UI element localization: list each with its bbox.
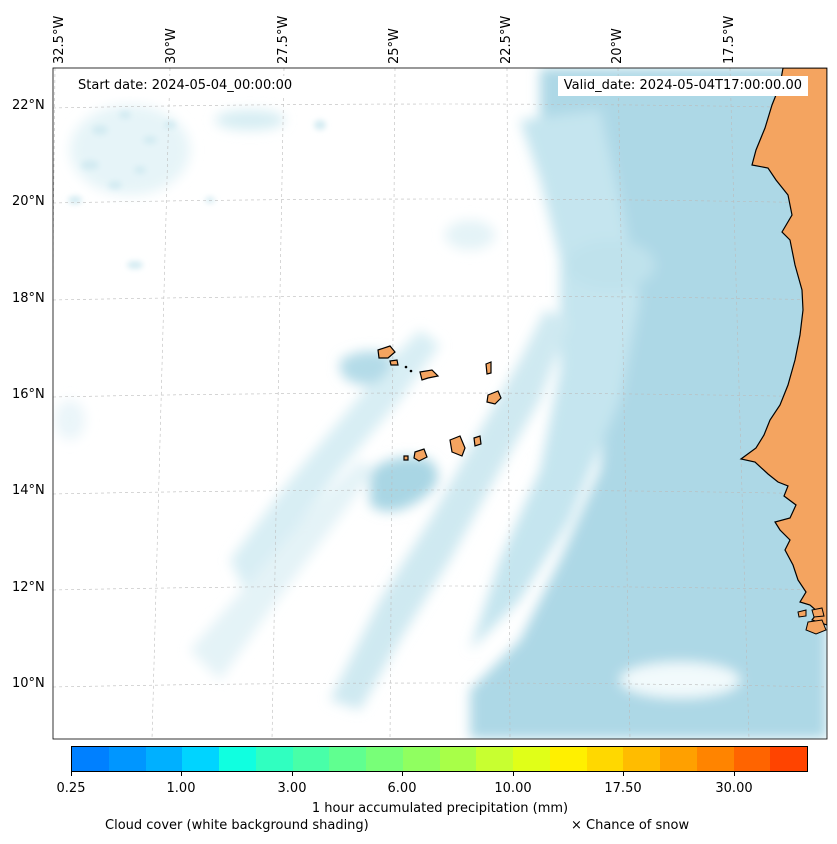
colorbar-title: 1 hour accumulated precipitation (mm)	[311, 801, 569, 816]
lon-label-32-5w: 32.5°W	[52, 15, 67, 64]
colorbar-swatch	[292, 747, 330, 771]
colorbar-swatch	[72, 747, 109, 771]
colorbar-swatch	[329, 747, 366, 771]
lat-label-22n: 22°N	[12, 98, 45, 113]
lat-label-12n: 12°N	[12, 580, 45, 595]
colorbar-swatch	[586, 747, 624, 771]
colorbar-tick-17-50: 17.50	[604, 781, 642, 796]
colorbar-swatch	[219, 747, 256, 771]
colorbar-tick-10-00: 10.00	[494, 781, 532, 796]
cloud-speckles	[68, 111, 326, 269]
lon-label-22-5w: 22.5°W	[499, 15, 514, 64]
colorbar-tick-0-25: 0.25	[56, 781, 86, 796]
colorbar-swatch	[439, 747, 477, 771]
map-frame	[52, 67, 828, 740]
start-date-label: Start date: 2024-05-04_00:00:00	[72, 76, 299, 96]
colorbar-tick-3-00: 3.00	[277, 781, 307, 796]
lon-label-17-5w: 17.5°W	[722, 15, 737, 64]
colorbar-swatch	[770, 747, 807, 771]
lat-label-10n: 10°N	[12, 676, 45, 691]
colorbar-swatch	[476, 747, 513, 771]
snow-legend: × Chance of snow	[571, 818, 690, 833]
cloud-cover-legend: Cloud cover (white background shading)	[105, 818, 369, 833]
lon-label-25w: 25°W	[387, 28, 402, 64]
lat-label-16n: 16°N	[12, 387, 45, 402]
colorbar-tick-1-00: 1.00	[166, 781, 196, 796]
precipitation-colorbar	[71, 746, 808, 772]
colorbar-swatch	[402, 747, 440, 771]
lon-label-27-5w: 27.5°W	[276, 15, 291, 64]
colorbar-swatch	[182, 747, 219, 771]
valid-date-label: Valid_date: 2024-05-04T17:00:00.00	[557, 76, 808, 96]
colorbar-swatch	[513, 747, 550, 771]
small-islets	[404, 365, 413, 373]
cape-verde-islands	[377, 345, 502, 462]
africa-coastline	[739, 68, 827, 626]
graticule	[53, 68, 827, 739]
colorbar-swatch	[549, 747, 587, 771]
lat-label-20n: 20°N	[12, 194, 45, 209]
colorbar-swatch	[696, 747, 734, 771]
colorbar-tick-6-00: 6.00	[387, 781, 417, 796]
colorbar-swatch	[660, 747, 697, 771]
colorbar-swatch	[255, 747, 293, 771]
colorbar-tick-30-00: 30.00	[715, 781, 753, 796]
colorbar-swatch	[145, 747, 183, 771]
colorbar-swatch	[623, 747, 660, 771]
lat-label-18n: 18°N	[12, 291, 45, 306]
colorbar-swatch	[733, 747, 771, 771]
coastal-islands	[797, 607, 827, 635]
lon-label-20w: 20°W	[610, 28, 625, 64]
cloud-cover-shading	[55, 68, 827, 739]
colorbar-swatch	[108, 747, 146, 771]
colorbar-swatch	[366, 747, 403, 771]
lon-label-30w: 30°W	[164, 28, 179, 64]
lat-label-14n: 14°N	[12, 483, 45, 498]
